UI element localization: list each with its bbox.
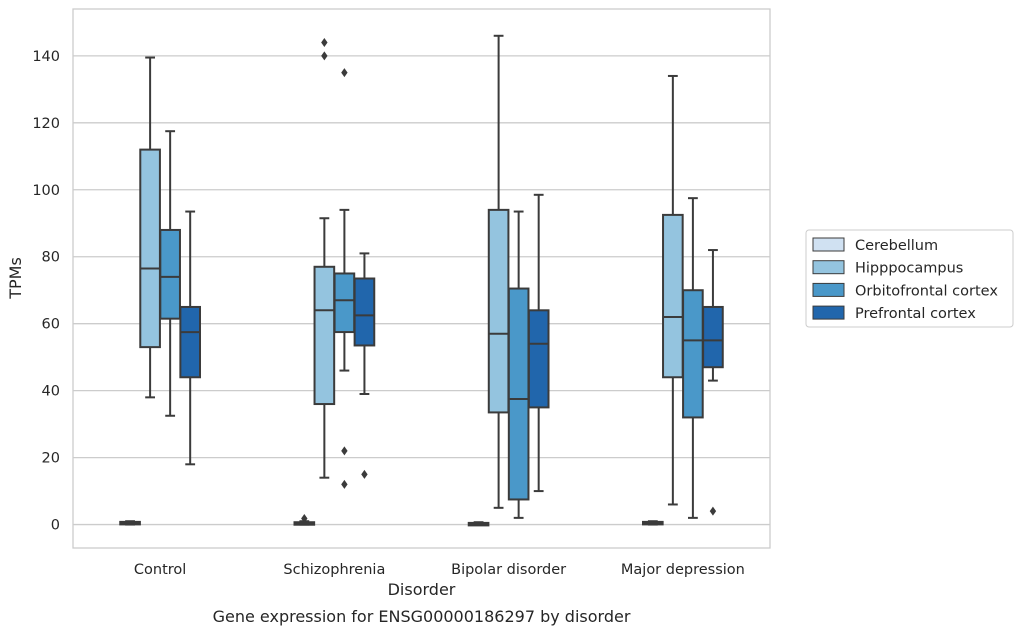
- box-2-3: [527, 193, 550, 493]
- chart-title: Gene expression for ENSG00000186297 by d…: [213, 607, 631, 626]
- box-body: [702, 305, 724, 369]
- box-body: [159, 228, 181, 320]
- box-3-2: [682, 197, 704, 519]
- box-0-3: [179, 210, 202, 466]
- box-body: [179, 305, 202, 379]
- legend-label: Prefrontal cortex: [855, 306, 976, 322]
- box-body: [682, 289, 704, 419]
- box-groups: [119, 34, 724, 527]
- box-0-0: [119, 520, 141, 526]
- y-tick-label: 100: [32, 183, 60, 199]
- x-tick-label: Major depression: [621, 562, 745, 578]
- outlier-point: [709, 506, 717, 516]
- legend-swatch: [812, 260, 845, 275]
- box-body: [313, 265, 336, 406]
- box-1-0: [293, 514, 316, 526]
- legend-label: Cerebellum: [855, 238, 938, 254]
- outlier-point: [341, 68, 348, 78]
- box-body: [527, 309, 550, 409]
- legend-swatch: [812, 305, 845, 320]
- box-2-1: [487, 34, 510, 509]
- outlier-point: [321, 51, 328, 61]
- box-3-0: [641, 520, 664, 526]
- box-2-0: [467, 521, 490, 527]
- legend-swatch: [812, 237, 845, 252]
- y-tick-label: 140: [32, 49, 60, 65]
- y-tick-labels: 0 20 40 60 80 100 120 140: [32, 49, 60, 534]
- box-3-3: [702, 249, 724, 516]
- y-tick-label: 0: [51, 518, 60, 534]
- box-1-3: [353, 252, 376, 479]
- x-tick-label: Bipolar disorder: [451, 562, 566, 578]
- legend-item: Cerebellum: [812, 237, 938, 254]
- legend: Cerebellum Hipppocampus Orbitofrontal cort…: [805, 229, 1014, 328]
- legend-item: Orbitofrontal cortex: [812, 282, 998, 299]
- outlier-point: [341, 479, 348, 489]
- box-body: [662, 213, 684, 379]
- legend-label: Hipppocampus: [855, 261, 963, 277]
- box-0-2: [159, 130, 181, 417]
- y-tick-label: 120: [32, 116, 60, 132]
- x-tick-label: Schizophrenia: [283, 562, 385, 578]
- box-1-2: [333, 68, 356, 489]
- outlier-point: [301, 514, 308, 524]
- x-axis-label: Disorder: [388, 580, 456, 599]
- box-2-2: [507, 210, 530, 519]
- box-body: [507, 287, 530, 501]
- legend-label: Orbitofrontal cortex: [855, 283, 998, 299]
- y-tick-label: 60: [42, 317, 60, 333]
- legend-swatch: [812, 282, 845, 297]
- legend-item: Prefrontal cortex: [812, 305, 976, 322]
- outlier-point: [341, 446, 348, 456]
- plot-frame: [72, 8, 771, 549]
- outlier-point: [361, 469, 368, 479]
- legend-frame: [805, 229, 1014, 328]
- box-body: [139, 148, 161, 349]
- x-tick-label: Control: [134, 562, 186, 578]
- y-axis-label: TPMs: [6, 257, 25, 300]
- y-tick-label: 40: [42, 384, 60, 400]
- legend-item: Hipppocampus: [812, 260, 963, 277]
- x-tick-labels: Control Schizophrenia Bipolar disorder Majo…: [134, 562, 745, 578]
- box-3-1: [662, 74, 684, 506]
- box-body: [353, 277, 376, 347]
- y-tick-label: 80: [42, 250, 60, 266]
- box-body: [333, 272, 356, 334]
- box-1-1: [313, 37, 336, 479]
- y-tick-label: 20: [42, 451, 60, 467]
- box-0-1: [139, 56, 161, 399]
- box-body: [487, 208, 510, 414]
- outlier-point: [321, 37, 328, 47]
